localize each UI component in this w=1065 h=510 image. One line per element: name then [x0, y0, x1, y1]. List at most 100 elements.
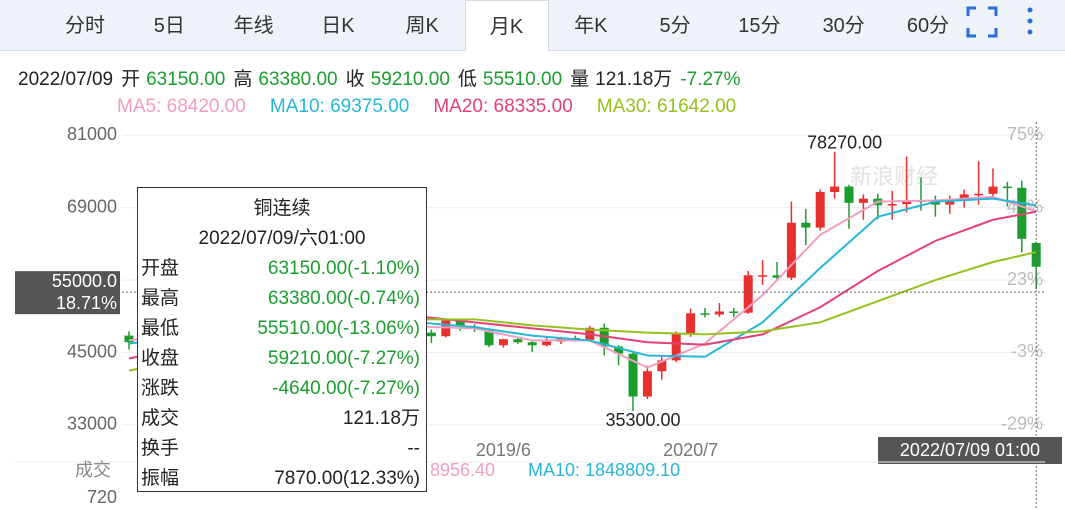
x-tick-label: 2020/7 [663, 440, 718, 460]
candle-body [758, 275, 768, 277]
tab[interactable]: 日K [321, 15, 355, 37]
ma-legend-item: MA20: 68335.00 [433, 96, 573, 117]
tab[interactable]: 年K [574, 15, 608, 37]
candle-body [714, 311, 724, 315]
info-value: 63150.00 [146, 69, 226, 90]
tooltip-label: 最低 [141, 318, 180, 339]
tab[interactable]: 5日 [153, 15, 185, 37]
info-label: 量 [570, 69, 590, 90]
dot[interactable] [1027, 29, 1033, 35]
ma-legend-item: MA5: 68420.00 [117, 96, 246, 117]
ma-legend-item: MA10: 69375.00 [269, 96, 410, 117]
tab[interactable]: 5分 [659, 15, 691, 37]
annotation: 35300.00 [605, 410, 680, 430]
tab[interactable]: 分时 [65, 15, 105, 37]
info-change: -7.27% [680, 69, 741, 90]
candle-body [1002, 186, 1012, 189]
y2-tick-label: -29% [1001, 414, 1043, 434]
candle-body [700, 313, 710, 315]
candle-body [484, 328, 494, 346]
candle-body [686, 313, 696, 334]
candle-body [628, 353, 638, 397]
info-date: 2022/07/09 [18, 69, 114, 90]
menu-icon[interactable] [1027, 7, 1033, 35]
icon[interactable] [966, 6, 998, 38]
tooltip-value: 63380.00(-0.74%) [267, 288, 420, 309]
candle-body [642, 371, 652, 397]
tooltip-label: 成交 [141, 408, 180, 429]
y-tick-label: 33000 [67, 414, 117, 434]
quote-info: 2022/07/09 开 63150.00 高 63380.00 收 59210.00 低 55… [18, 64, 749, 91]
candle-body [455, 320, 465, 327]
volume-tick: 720 [87, 487, 117, 507]
y-tick-label: 69000 [67, 196, 117, 216]
candle-body [657, 360, 667, 372]
candle-body [945, 199, 955, 205]
candle-body [671, 333, 681, 361]
tooltip-row: 收盘 59210.00(-7.27%) [138, 344, 426, 374]
tooltip-title: 铜连续 [253, 198, 311, 219]
info-value: 63380.00 [258, 69, 338, 90]
annotation: 78270.00 [807, 132, 882, 152]
info-value: 59210.00 [370, 69, 450, 90]
candle-body [426, 332, 436, 337]
tooltip-value: -- [407, 438, 420, 459]
tooltip-row: 振幅 7870.00(12.33%) [138, 464, 426, 494]
y2-tick-label: 23% [1007, 269, 1043, 289]
tooltip-label: 振幅 [141, 468, 180, 489]
tooltip-row: 换手 -- [138, 434, 426, 464]
dot[interactable] [1027, 7, 1033, 13]
date-label: 2022/07/09 01:00 [900, 440, 1040, 460]
candle-body [930, 201, 940, 205]
tab[interactable]: 30分 [822, 15, 865, 37]
tab[interactable]: 15分 [738, 15, 781, 37]
info-label: 低 [457, 69, 477, 90]
y-tick-label: 45000 [67, 341, 117, 361]
volume-ma10: MA10: 1848809.10 [528, 460, 680, 480]
tooltip-value: 63150.00(-1.10%) [267, 258, 420, 279]
candle-body [1017, 187, 1027, 239]
tooltip-row: 最高 63380.00(-0.74%) [138, 284, 426, 314]
tooltip-value: 59210.00(-7.27%) [267, 348, 420, 369]
info-label: 高 [233, 69, 253, 90]
tab[interactable]: 60分 [906, 15, 950, 37]
candle-body [498, 339, 508, 346]
info-label: 收 [345, 69, 365, 90]
candle-body [527, 342, 537, 346]
candle-body [815, 191, 825, 228]
crosshair-pct-label: 18.71% [56, 293, 117, 313]
tooltip-row: 成交 121.18万 [138, 404, 426, 434]
y2-tick-label: 75% [1007, 124, 1043, 144]
dot[interactable] [1027, 18, 1033, 24]
date-label-box [878, 437, 1062, 464]
candle-body [988, 186, 998, 194]
tooltip-time: 2022/07/09/六01:00 [198, 228, 366, 249]
candle-body [729, 311, 739, 313]
crosshair-label: 55000.0 [52, 271, 117, 291]
ma-legend-item: MA30: 61642.00 [596, 96, 737, 117]
fullscreen-icon[interactable] [966, 6, 998, 38]
x-tick-label: 2019/6 [476, 440, 531, 460]
info-value: 121.18万 [595, 69, 673, 90]
ma-legend: MA5: 68420.00 MA10: 69375.00 MA20: 68335.0… [117, 96, 760, 118]
tab[interactable]: 周K [405, 15, 439, 37]
candle-body [858, 198, 868, 203]
tooltip-label: 涨跌 [141, 378, 180, 399]
tooltip-value: 121.18万 [342, 408, 420, 429]
tab[interactable]: 年线 [233, 15, 274, 37]
watermark: 新浪财经 [850, 164, 938, 189]
tooltip-label: 换手 [141, 438, 180, 459]
y-tick-label: 81000 [67, 124, 117, 144]
tooltip: 铜连续 2022/07/09/六01:00 开盘 63150.00(-1.10%) 最高… [137, 187, 427, 492]
tab[interactable]: 月K [464, 0, 549, 51]
candle-body [513, 339, 523, 343]
tooltip-label: 开盘 [141, 258, 180, 279]
candle-body [844, 186, 854, 203]
y2-tick-label: -3% [1011, 341, 1043, 361]
tooltip-value: -4640.00(-7.27%) [272, 378, 420, 399]
candle-body [887, 204, 897, 206]
candle-body [830, 186, 840, 192]
candle-body [743, 275, 753, 313]
